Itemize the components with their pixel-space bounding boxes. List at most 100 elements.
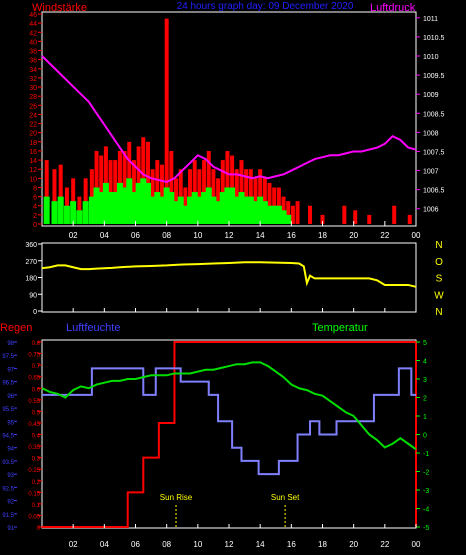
wind-strength-label: Windstärke: [32, 2, 87, 14]
wind-axis-tick-label: 8: [33, 185, 37, 192]
x-axis-tick-label: 18: [318, 540, 327, 549]
humidity-axis-tick-label: 96.5: [2, 381, 14, 387]
wind-gust-bar: [52, 169, 57, 224]
wind-average-bar: [126, 178, 133, 224]
wind-average-bar: [116, 182, 123, 224]
wind-average-bar: [82, 201, 89, 224]
wind-average-bar: [280, 210, 287, 224]
x-axis-tick-label: 06: [131, 540, 140, 549]
sun-event-label: Sun Set: [271, 493, 300, 502]
wind-axis-tick-label: 36: [29, 58, 37, 65]
wind-average-bar: [130, 192, 137, 224]
humidity-axis-tick-label: 93.5: [2, 460, 14, 466]
wind-average-bar: [93, 187, 100, 224]
wind-gust-bar: [367, 214, 372, 224]
wind-average-bar: [70, 201, 77, 224]
x-axis-tick-label: 22: [380, 231, 389, 240]
wind-average-bar: [233, 196, 240, 224]
wind-average-bar: [121, 187, 128, 224]
wind-axis-tick-label: 24: [29, 112, 37, 119]
wind-gust-bar: [267, 182, 272, 224]
x-axis-tick-label: 14: [256, 540, 265, 549]
pressure-axis-tick-label: 1011: [423, 16, 438, 23]
wind-gust-bar: [159, 164, 164, 224]
humidity-axis-tick-label: 95.5: [2, 407, 14, 413]
pressure-axis-tick-label: 1010.5: [423, 35, 445, 42]
rain-axis-tick-label: 0.65: [28, 376, 40, 382]
direction-axis-tick-label: 270: [25, 259, 37, 266]
temperature-axis-tick-label: 3: [423, 377, 427, 384]
wind-axis-tick-label: 44: [29, 21, 37, 28]
rain-axis-tick-label: 0.55: [28, 399, 40, 405]
humidity-label: Luftfeuchte: [66, 322, 120, 334]
wind-average-bar: [201, 192, 208, 224]
x-axis-tick-label: 04: [100, 540, 109, 549]
x-axis-tick-label: 14: [256, 231, 265, 240]
rain-axis-tick-label: 0.4: [32, 434, 41, 440]
humidity-axis-tick-label: 96: [7, 394, 14, 400]
wind-average-bar: [57, 196, 64, 224]
wind-average-bar: [149, 196, 156, 224]
rain-axis-tick-label: 0.05: [28, 514, 40, 520]
humidity-axis-tick-label: 98: [7, 341, 14, 347]
x-axis-tick-label: 20: [349, 231, 358, 240]
wind-average-bar: [182, 205, 189, 224]
x-axis-tick-label: 12: [225, 231, 234, 240]
pressure-line: [41, 55, 417, 184]
wind-axis-tick-label: 2: [33, 213, 37, 220]
compass-label: N: [435, 307, 442, 318]
x-axis-tick-label: 16: [287, 540, 296, 549]
rain-axis-tick-label: 0.25: [28, 468, 40, 474]
x-axis-tick-label: 04: [100, 231, 109, 240]
wind-gust-bar: [392, 205, 397, 224]
temperature-axis-tick-label: 5: [423, 340, 427, 347]
rain-axis-tick-label: 0.7: [32, 364, 41, 370]
wind-average-bar: [215, 201, 222, 224]
humidity-axis-tick-label: 97.5: [2, 354, 14, 360]
wind-average-bar: [275, 205, 282, 224]
direction-axis-tick-label: 180: [25, 276, 37, 283]
x-axis-tick-label: 00: [412, 231, 421, 240]
rain-axis-tick-label: 0.75: [28, 353, 40, 359]
wind-average-bar: [219, 192, 226, 224]
chart-date-heading: 24 hours graph day: 09 December 2020: [177, 1, 354, 12]
x-axis-tick-label: 18: [318, 231, 327, 240]
wind-average-bar: [191, 192, 198, 224]
wind-average-bar: [187, 196, 194, 224]
rain-axis-tick-label: 0.1: [32, 503, 41, 509]
wind-average-bar: [135, 182, 142, 224]
humidity-axis-tick-label: 93: [7, 473, 14, 479]
wind-direction-line: [41, 261, 417, 288]
rain-label: Regen: [0, 322, 32, 334]
temperature-axis-tick-label: 0: [423, 433, 427, 440]
pressure-axis-tick-label: 1007.5: [423, 149, 445, 156]
wind-average-bar: [43, 196, 50, 224]
direction-axis-tick-label: 360: [25, 242, 37, 249]
wind-gust-bar: [407, 214, 412, 224]
temperature-axis-tick-label: -4: [423, 507, 429, 514]
wind-gust-bar: [320, 214, 325, 224]
x-axis-tick-label: 08: [162, 540, 171, 549]
rain-axis-tick-label: 0.8: [32, 341, 41, 347]
rain-axis-tick-label: 0.35: [28, 445, 40, 451]
x-axis-tick-label: 10: [193, 231, 202, 240]
wind-average-bar: [205, 187, 212, 224]
wind-average-bar: [102, 182, 109, 224]
temperature-axis-tick-label: 1: [423, 414, 427, 421]
wind-gust-bar: [286, 201, 291, 224]
wind-average-bar: [177, 196, 184, 224]
wind-average-bar: [154, 192, 161, 224]
rain-axis-tick-label: 0.3: [32, 457, 41, 463]
x-axis-tick-label: 12: [225, 540, 234, 549]
x-axis-tick-label: 02: [69, 231, 78, 240]
wind-average-bar: [158, 196, 165, 224]
x-axis-tick-label: 08: [162, 231, 171, 240]
temperature-axis-tick-label: 2: [423, 396, 427, 403]
x-axis-tick-label: 22: [380, 540, 389, 549]
wind-axis-tick-label: 14: [29, 158, 37, 165]
temperature-line: [41, 361, 417, 451]
wind-average-bar: [196, 196, 203, 224]
wind-axis-tick-label: 16: [29, 149, 37, 156]
wind-gust-bar: [99, 155, 104, 224]
x-axis-tick-label: 02: [69, 540, 78, 549]
